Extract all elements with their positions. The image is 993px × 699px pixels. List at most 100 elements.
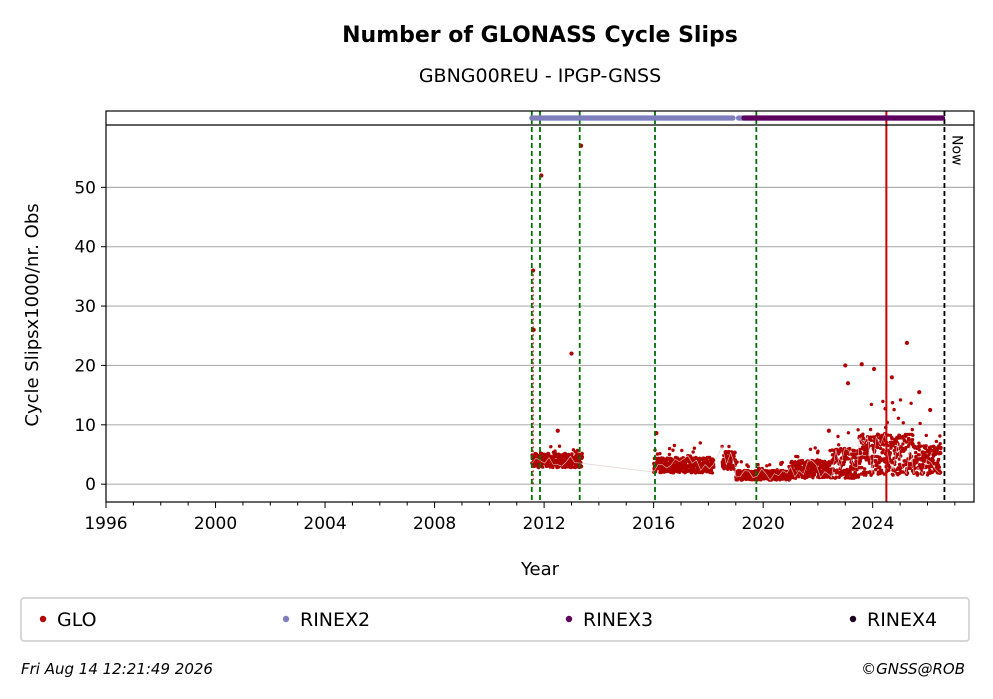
data-point-glo	[917, 453, 921, 457]
data-point-glo	[892, 407, 896, 412]
data-point-glo	[907, 438, 911, 442]
data-point-glo	[890, 401, 895, 405]
data-point-glo	[796, 475, 801, 479]
x-tick-label: 2024	[851, 514, 894, 534]
data-point-glo	[914, 450, 918, 455]
data-point-glo	[711, 458, 716, 462]
data-point-glo	[823, 460, 828, 464]
data-point-glo	[856, 428, 860, 432]
data-point-glo	[922, 450, 926, 455]
data-point-glo	[692, 446, 697, 450]
data-point-glo	[541, 465, 545, 469]
data-point-glo-outlier	[843, 363, 848, 368]
data-point-glo	[863, 467, 867, 471]
data-point-glo	[930, 470, 935, 475]
data-point-glo	[875, 445, 880, 450]
data-point-glo	[860, 465, 864, 470]
data-point-glo	[580, 455, 585, 459]
data-point-glo	[938, 470, 943, 475]
data-point-glo	[921, 453, 925, 457]
data-point-glo	[927, 451, 932, 455]
data-point-glo	[836, 434, 840, 439]
data-point-glo	[911, 433, 915, 437]
data-point-glo	[882, 443, 886, 447]
data-point-glo	[910, 437, 915, 442]
data-point-glo	[830, 471, 834, 476]
data-point-glo-outlier	[569, 351, 574, 356]
data-point-glo	[579, 464, 584, 469]
data-point-glo	[546, 452, 551, 456]
data-point-glo	[936, 457, 941, 462]
y-axis-label: Cycle Slipsx1000/nr. Obs	[22, 203, 43, 426]
legend-marker-rinex2	[282, 615, 290, 623]
data-point-glo	[549, 445, 553, 449]
x-tick-label: 2016	[632, 514, 675, 534]
data-point-glo	[710, 471, 715, 475]
data-point-glo	[553, 449, 557, 453]
data-point-glo	[691, 456, 695, 460]
plot-area: 0 10 20 30 40 50 1996 2000 2004 2008 2012 2016 2020 2…	[74, 110, 975, 534]
data-point-glo	[891, 473, 895, 477]
data-point-glo	[833, 451, 837, 455]
data-point-glo	[861, 432, 865, 436]
data-point-glo	[939, 451, 943, 455]
data-point-glo	[924, 444, 928, 448]
data-point-glo	[832, 468, 836, 473]
x-tick-label: 2000	[194, 514, 237, 534]
data-point-glo	[811, 476, 815, 480]
data-point-glo	[878, 465, 882, 469]
data-point-glo	[869, 402, 874, 407]
data-point-glo	[852, 466, 856, 471]
data-point-glo	[820, 459, 824, 463]
data-point-glo	[780, 460, 784, 465]
data-point-glo	[938, 442, 942, 446]
data-point-glo	[888, 465, 892, 469]
data-point-glo	[808, 447, 813, 451]
data-point-glo	[924, 433, 928, 438]
data-point-glo	[813, 446, 817, 450]
data-point-glo-outlier	[928, 407, 933, 413]
y-tick-label: 40	[74, 238, 96, 258]
data-point-glo-outlier	[845, 381, 851, 386]
data-point-glo	[908, 466, 912, 471]
legend-marker-rinex3	[565, 615, 573, 623]
now-label: Now	[948, 135, 964, 166]
data-point-glo	[680, 448, 684, 453]
data-point-glo-outlier	[826, 428, 831, 433]
data-point-glo	[919, 444, 923, 448]
data-point-glo	[890, 436, 894, 440]
data-point-glo	[735, 460, 739, 464]
data-point-glo	[532, 464, 537, 468]
glo-connector-line	[531, 432, 940, 481]
data-point-glo	[739, 460, 743, 464]
y-tick-label: 20	[74, 356, 96, 376]
data-point-glo	[869, 438, 873, 442]
x-tick-label: 2020	[742, 514, 785, 534]
data-point-glo	[913, 466, 918, 470]
data-point-glo	[729, 460, 733, 464]
data-point-glo	[746, 464, 750, 469]
data-point-glo	[691, 450, 695, 454]
data-point-glo	[864, 473, 868, 477]
data-point-glo	[672, 443, 677, 448]
legend-label-rinex4: RINEX4	[867, 609, 937, 631]
data-point-glo	[848, 446, 852, 451]
data-point-glo	[846, 457, 850, 461]
y-tick-label: 50	[74, 178, 96, 198]
data-point-glo	[918, 421, 922, 426]
legend-label-rinex2: RINEX2	[300, 609, 370, 631]
data-point-glo	[917, 441, 921, 445]
legend: GLO RINEX2 RINEX3 RINEX4	[20, 597, 970, 642]
data-point-glo	[868, 427, 873, 432]
data-point-glo	[732, 454, 736, 458]
data-point-glo	[881, 448, 885, 452]
data-point-glo	[874, 459, 878, 463]
data-point-glo	[898, 398, 903, 402]
data-point-glo	[930, 464, 934, 469]
x-axis-label: Year	[520, 559, 560, 580]
data-point-glo	[938, 434, 942, 438]
footer-credit: ©GNSS@ROB	[861, 660, 965, 678]
data-point-glo-outlier	[889, 375, 894, 380]
strip-point-rinex2	[730, 115, 736, 121]
